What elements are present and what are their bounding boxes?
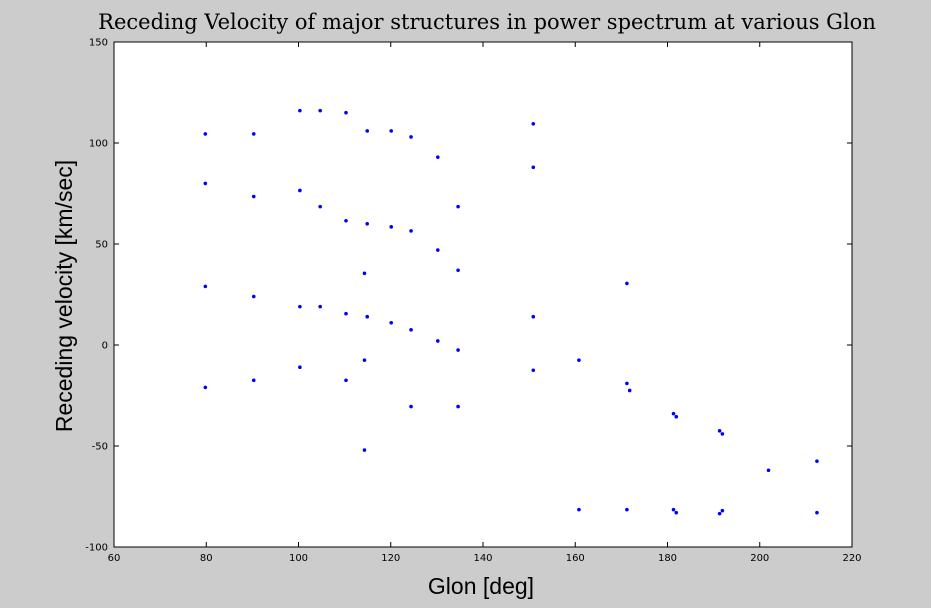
- data-point: [203, 284, 208, 289]
- data-point: [389, 225, 394, 229]
- data-point: [674, 414, 679, 419]
- data-point: [344, 311, 348, 316]
- x-axis-ticks: 60 80 100 120 140 160 180 200 220: [108, 42, 862, 564]
- data-point: [717, 511, 722, 516]
- data-point: [435, 248, 440, 252]
- data-point: [435, 339, 440, 343]
- data-point: [627, 388, 632, 393]
- x-tick-label: 80: [200, 553, 213, 564]
- y-tick-label: -100: [85, 543, 108, 554]
- data-point: [720, 508, 725, 513]
- data-point: [203, 132, 208, 136]
- data-point: [251, 378, 256, 383]
- data-point: [298, 188, 302, 193]
- data-point: [344, 378, 348, 383]
- x-tick-label: 220: [842, 553, 861, 564]
- data-point: [365, 129, 370, 133]
- data-point: [409, 135, 413, 139]
- x-tick-label: 60: [108, 553, 121, 564]
- data-point: [717, 429, 722, 433]
- y-axis-ticks: -100 -50 0 50 100 150: [85, 38, 852, 554]
- data-point: [251, 294, 256, 299]
- data-point: [456, 404, 460, 409]
- data-point: [531, 165, 536, 170]
- data-point: [203, 385, 208, 390]
- y-tick-label: 0: [102, 341, 108, 352]
- x-tick-label: 160: [566, 553, 585, 564]
- plot-area: [113, 41, 853, 548]
- data-point: [362, 358, 367, 362]
- x-tick-label: 120: [381, 553, 400, 564]
- y-axis-label: Receding velocity [km/sec]: [51, 160, 77, 432]
- data-point: [389, 129, 394, 133]
- data-points: [203, 108, 819, 516]
- data-point: [815, 510, 819, 515]
- data-point: [203, 181, 208, 186]
- x-tick-label: 180: [658, 553, 677, 564]
- data-point: [456, 268, 460, 273]
- data-point: [409, 229, 413, 233]
- data-point: [674, 510, 679, 515]
- data-point: [298, 304, 302, 309]
- y-tick-label: -50: [92, 442, 108, 453]
- data-point: [766, 468, 771, 473]
- data-point: [344, 218, 348, 223]
- data-point: [362, 448, 367, 452]
- chart-title: Receding Velocity of major structures in…: [98, 10, 876, 34]
- y-tick-label: 100: [89, 139, 108, 150]
- data-point: [671, 507, 676, 512]
- data-point: [815, 459, 819, 463]
- x-tick-label: 200: [750, 553, 769, 564]
- data-point: [298, 108, 302, 113]
- data-point: [625, 381, 629, 386]
- data-point: [456, 348, 460, 352]
- data-point: [577, 358, 581, 362]
- data-point: [298, 365, 302, 370]
- data-point: [625, 507, 629, 512]
- data-point: [362, 271, 367, 276]
- data-point: [409, 328, 413, 332]
- x-tick-label: 100: [289, 553, 308, 564]
- data-point: [365, 314, 370, 319]
- data-point: [720, 432, 725, 436]
- y-tick-label: 50: [95, 240, 108, 251]
- data-point: [456, 204, 460, 209]
- data-point: [409, 404, 413, 409]
- y-tick-label: 150: [89, 38, 108, 49]
- data-point: [531, 122, 536, 126]
- data-point: [344, 110, 348, 115]
- x-axis-label: Glon [deg]: [428, 573, 534, 599]
- data-point: [318, 108, 322, 113]
- data-point: [318, 304, 322, 309]
- data-point: [671, 411, 676, 416]
- data-point: [531, 314, 536, 319]
- data-point: [389, 320, 394, 325]
- data-point: [577, 507, 581, 512]
- x-tick-label: 140: [473, 553, 492, 564]
- data-point: [251, 132, 256, 136]
- data-point: [435, 155, 440, 159]
- data-point: [318, 204, 322, 209]
- data-point: [365, 222, 370, 226]
- data-point: [531, 368, 536, 373]
- data-point: [251, 194, 256, 199]
- data-point: [625, 281, 629, 286]
